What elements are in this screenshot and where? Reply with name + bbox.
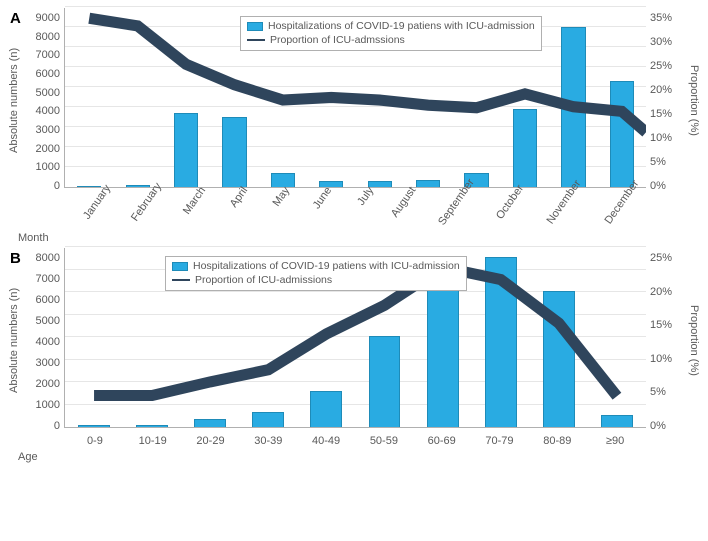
panel-b-xlabel: Age [8, 451, 700, 463]
legend-row-line: Proportion of ICU-admissions [172, 274, 460, 288]
bar [485, 257, 517, 427]
ytick: 3000 [36, 357, 60, 369]
ytick: 1000 [36, 399, 60, 411]
xtick: 10-19 [124, 432, 182, 447]
panel-b: B Absolute numbers (n) 80007000600050004… [8, 248, 700, 463]
panel-a: A Absolute numbers (n) 90008000700060005… [8, 8, 700, 244]
ytick: 4000 [36, 105, 60, 117]
bar [310, 391, 342, 427]
ytick: 2000 [36, 143, 60, 155]
bar [194, 419, 226, 427]
ytick: 9000 [36, 12, 60, 24]
ytick: 5% [650, 156, 666, 168]
legend-row-bar: Hospitalizations of COVID-19 patiens wit… [172, 260, 460, 274]
legend-line-text: Proportion of ICU-admssions [270, 34, 405, 48]
bar [78, 425, 110, 427]
bar-swatch-icon [247, 22, 263, 31]
xtick: 60-69 [413, 432, 471, 447]
bar [369, 336, 401, 427]
bar-slot [549, 8, 597, 187]
xtick: 80-89 [528, 432, 586, 447]
ytick: 5000 [36, 315, 60, 327]
ytick: 1000 [36, 161, 60, 173]
xtick: 30-39 [239, 432, 297, 447]
bar-slot [65, 248, 123, 427]
ytick: 15% [650, 108, 672, 120]
bar [543, 291, 575, 427]
panel-b-legend: Hospitalizations of COVID-19 patiens wit… [165, 256, 467, 291]
bar-slot [65, 8, 113, 187]
line-swatch-icon [172, 279, 190, 281]
bar-slot [530, 248, 588, 427]
xtick: ≥90 [586, 432, 644, 447]
line-swatch-icon [247, 39, 265, 41]
ytick: 4000 [36, 336, 60, 348]
ytick: 10% [650, 132, 672, 144]
ytick: 25% [650, 60, 672, 72]
ytick: 10% [650, 353, 672, 365]
xtick: 40-49 [297, 432, 355, 447]
ytick: 5% [650, 386, 666, 398]
ytick: 0 [54, 420, 60, 432]
xtick: 0-9 [66, 432, 124, 447]
bar [561, 27, 585, 187]
ytick: 7000 [36, 49, 60, 61]
bar-slot [472, 248, 530, 427]
xtick: 50-59 [355, 432, 413, 447]
bar [136, 425, 168, 427]
panel-a-yaxis-right: 35%30%25%20%15%10%5%0% [646, 8, 686, 192]
ytick: 20% [650, 286, 672, 298]
bar-slot [598, 8, 646, 187]
ytick: 25% [650, 252, 672, 264]
ytick: 8000 [36, 252, 60, 264]
panel-a-yaxis-left: 9000 8000 7000 6000 5000 4000 3000 2000 1000 0 [22, 8, 64, 192]
ytick: 0 [54, 180, 60, 192]
xtick: 70-79 [471, 432, 529, 447]
legend-line-text: Proportion of ICU-admissions [195, 274, 332, 288]
panel-b-yaxis-left: 8000 7000 6000 5000 4000 3000 2000 1000 0 [22, 248, 64, 432]
panel-a-ylabel-right: Proportion (%) [688, 8, 700, 192]
panel-a-ylabel-left: Absolute numbers (n) [8, 8, 20, 192]
bar [427, 289, 459, 427]
panel-b-yaxis-right: 25% 20% 15% 10% 5% 0% [646, 248, 686, 432]
ytick: 15% [650, 319, 672, 331]
ytick: 20% [650, 84, 672, 96]
panel-a-legend: Hospitalizations of COVID-19 patiens wit… [240, 16, 542, 51]
xtick: 20-29 [182, 432, 240, 447]
panel-b-ylabel-right: Proportion (%) [688, 248, 700, 432]
ytick: 30% [650, 36, 672, 48]
panel-a-plot: Hospitalizations of COVID-19 patiens wit… [64, 8, 646, 188]
ytick: 6000 [36, 294, 60, 306]
panel-a-chart-row: Absolute numbers (n) 9000 8000 7000 6000 500… [8, 8, 700, 192]
legend-row-bar: Hospitalizations of COVID-19 patiens wit… [247, 20, 535, 34]
bar [601, 415, 633, 427]
ytick: 3000 [36, 124, 60, 136]
bar-slot [588, 248, 646, 427]
panel-b-ylabel-left: Absolute numbers (n) [8, 248, 20, 432]
panel-b-xaxis: 0-910-1920-2930-3940-4950-5960-6970-7980… [8, 432, 700, 447]
bar [252, 412, 284, 427]
bar [174, 113, 198, 187]
legend-row-line: Proportion of ICU-admssions [247, 34, 535, 48]
panel-b-chart-row: Absolute numbers (n) 8000 7000 6000 5000 400… [8, 248, 700, 432]
legend-bar-text: Hospitalizations of COVID-19 patiens wit… [193, 260, 460, 274]
legend-bar-text: Hospitalizations of COVID-19 patiens wit… [268, 20, 535, 34]
ytick: 6000 [36, 68, 60, 80]
ytick: 5000 [36, 87, 60, 99]
bar-slot [162, 8, 210, 187]
ytick: 8000 [36, 31, 60, 43]
ytick: 2000 [36, 378, 60, 390]
panel-b-plot: Hospitalizations of COVID-19 patiens wit… [64, 248, 646, 428]
bar-slot [113, 8, 161, 187]
ytick: 7000 [36, 273, 60, 285]
ytick: 0% [650, 420, 666, 432]
bar-swatch-icon [172, 262, 188, 271]
ytick: 35% [650, 12, 672, 24]
